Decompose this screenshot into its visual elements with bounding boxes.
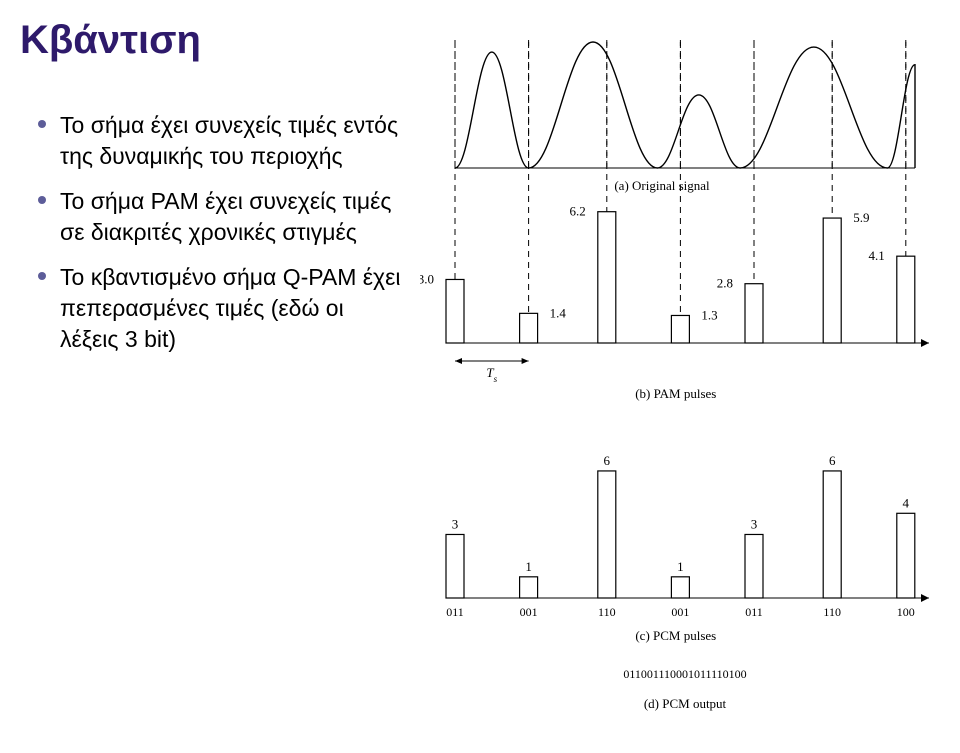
svg-text:6: 6 — [604, 453, 611, 468]
bullet-dot-icon — [38, 196, 46, 204]
bullet-list: Το σήμα έχει συνεχείς τιμές εντός της δυ… — [38, 110, 408, 369]
svg-text:011: 011 — [446, 605, 464, 619]
svg-text:4: 4 — [903, 495, 910, 510]
list-item: Το σήμα έχει συνεχείς τιμές εντός της δυ… — [38, 110, 408, 172]
svg-text:3: 3 — [751, 516, 758, 531]
svg-text:Ts: Ts — [486, 365, 497, 384]
list-item: Το σήμα PAM έχει συνεχείς τιμές σε διακρ… — [38, 186, 408, 248]
list-item-text: Το σήμα έχει συνεχείς τιμές εντός της δυ… — [60, 110, 408, 172]
figure-svg: (a) Original signal 3.0 1.4 6.2 1.3 2.8 5.9 4.1… — [420, 28, 950, 728]
page-title: Κβάντιση — [20, 18, 201, 63]
svg-text:110: 110 — [598, 605, 616, 619]
page: Κβάντιση Το σήμα έχει συνεχείς τιμές εντ… — [0, 0, 960, 753]
svg-text:6: 6 — [829, 453, 836, 468]
svg-text:2.8: 2.8 — [717, 276, 733, 291]
svg-text:1: 1 — [677, 559, 684, 574]
svg-text:001: 001 — [520, 605, 538, 619]
svg-text:(b) PAM pulses: (b) PAM pulses — [635, 386, 716, 401]
svg-text:(a) Original signal: (a) Original signal — [614, 178, 710, 193]
svg-text:3: 3 — [452, 516, 459, 531]
bullet-dot-icon — [38, 120, 46, 128]
svg-text:011: 011 — [745, 605, 763, 619]
figure-panel: (a) Original signal 3.0 1.4 6.2 1.3 2.8 5.9 4.1… — [420, 28, 950, 728]
list-item: Το κβαντισμένο σήμα Q-PAM έχει πεπερασμέ… — [38, 262, 408, 355]
list-item-text: Το κβαντισμένο σήμα Q-PAM έχει πεπερασμέ… — [60, 262, 408, 355]
svg-text:1.3: 1.3 — [701, 307, 717, 322]
svg-text:3.0: 3.0 — [420, 271, 434, 286]
svg-text:4.1: 4.1 — [869, 248, 885, 263]
svg-text:(c) PCM pulses: (c) PCM pulses — [635, 628, 716, 643]
svg-text:6.2: 6.2 — [570, 204, 586, 219]
svg-text:(d) PCM output: (d) PCM output — [644, 696, 727, 711]
svg-text:1.4: 1.4 — [550, 305, 567, 320]
svg-text:100: 100 — [897, 605, 915, 619]
svg-text:110: 110 — [823, 605, 841, 619]
list-item-text: Το σήμα PAM έχει συνεχείς τιμές σε διακρ… — [60, 186, 408, 248]
svg-text:011001110001011110100: 011001110001011110100 — [623, 667, 746, 681]
svg-text:001: 001 — [671, 605, 689, 619]
svg-text:1: 1 — [525, 559, 532, 574]
bullet-dot-icon — [38, 272, 46, 280]
svg-text:5.9: 5.9 — [853, 210, 869, 225]
